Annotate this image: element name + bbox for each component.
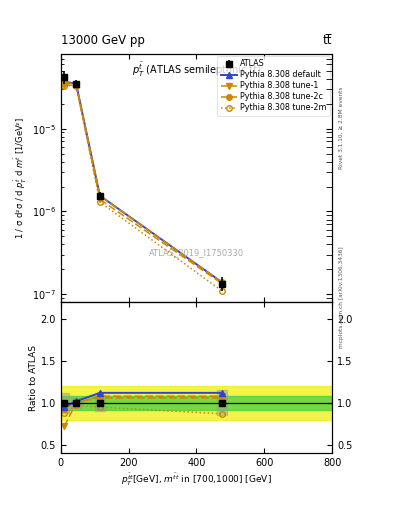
Bar — [95, 395, 105, 411]
Pythia 8.308 tune-2m — [62, 82, 67, 89]
Line: Pythia 8.308 tune-2m: Pythia 8.308 tune-2m — [62, 83, 225, 294]
Pythia 8.308 tune-1 — [62, 81, 67, 88]
Line: Pythia 8.308 tune-1: Pythia 8.308 tune-1 — [62, 82, 225, 286]
Pythia 8.308 default — [74, 81, 79, 87]
Y-axis label: Ratio to ATLAS: Ratio to ATLAS — [29, 345, 38, 411]
Pythia 8.308 tune-1 — [74, 82, 79, 89]
Pythia 8.308 tune-1 — [220, 281, 224, 287]
Pythia 8.308 tune-2c — [220, 279, 224, 285]
Pythia 8.308 tune-2m — [97, 199, 102, 205]
Y-axis label: 1 / σ d²σ / d $p_T^{\bar{t}}$ d $m^{\bar{t}}$ [1/GeV²]: 1 / σ d²σ / d $p_T^{\bar{t}}$ d $m^{\bar… — [13, 117, 29, 239]
Text: $p_T^{\bar{t}}$ (ATLAS semileptonic t$\bar{t}$): $p_T^{\bar{t}}$ (ATLAS semileptonic t$\b… — [132, 61, 261, 79]
Bar — [61, 386, 332, 420]
Pythia 8.308 default — [62, 78, 67, 84]
Bar — [72, 398, 81, 408]
Bar — [61, 396, 332, 410]
Text: 13000 GeV pp: 13000 GeV pp — [61, 34, 145, 47]
Pythia 8.308 tune-2c — [97, 193, 102, 199]
Legend: ATLAS, Pythia 8.308 default, Pythia 8.308 tune-1, Pythia 8.308 tune-2c, Pythia 8: ATLAS, Pythia 8.308 default, Pythia 8.30… — [217, 56, 330, 116]
Line: Pythia 8.308 default: Pythia 8.308 default — [62, 79, 225, 285]
Pythia 8.308 default — [97, 193, 102, 199]
Pythia 8.308 tune-2c — [74, 81, 79, 87]
Pythia 8.308 default — [220, 279, 224, 285]
Text: ATLAS_2019_I1750330: ATLAS_2019_I1750330 — [149, 248, 244, 257]
Pythia 8.308 tune-2c — [62, 79, 67, 86]
Line: Pythia 8.308 tune-2c: Pythia 8.308 tune-2c — [62, 80, 225, 285]
Pythia 8.308 tune-2m — [220, 288, 224, 294]
X-axis label: $p_T^{\bar{t}t}$[GeV], $m^{\bar{t}t}$ in [700,1000] [GeV]: $p_T^{\bar{t}t}$[GeV], $m^{\bar{t}t}$ in… — [121, 472, 272, 488]
Bar — [60, 393, 69, 413]
Text: tt̅: tt̅ — [323, 34, 332, 47]
Pythia 8.308 tune-1 — [97, 196, 102, 202]
Text: mcplots.cern.ch [arXiv:1306.3436]: mcplots.cern.ch [arXiv:1306.3436] — [339, 246, 344, 348]
Text: Rivet 3.1.10, ≥ 2.8M events: Rivet 3.1.10, ≥ 2.8M events — [339, 87, 344, 169]
Bar — [217, 390, 227, 415]
Pythia 8.308 tune-2m — [74, 82, 79, 89]
